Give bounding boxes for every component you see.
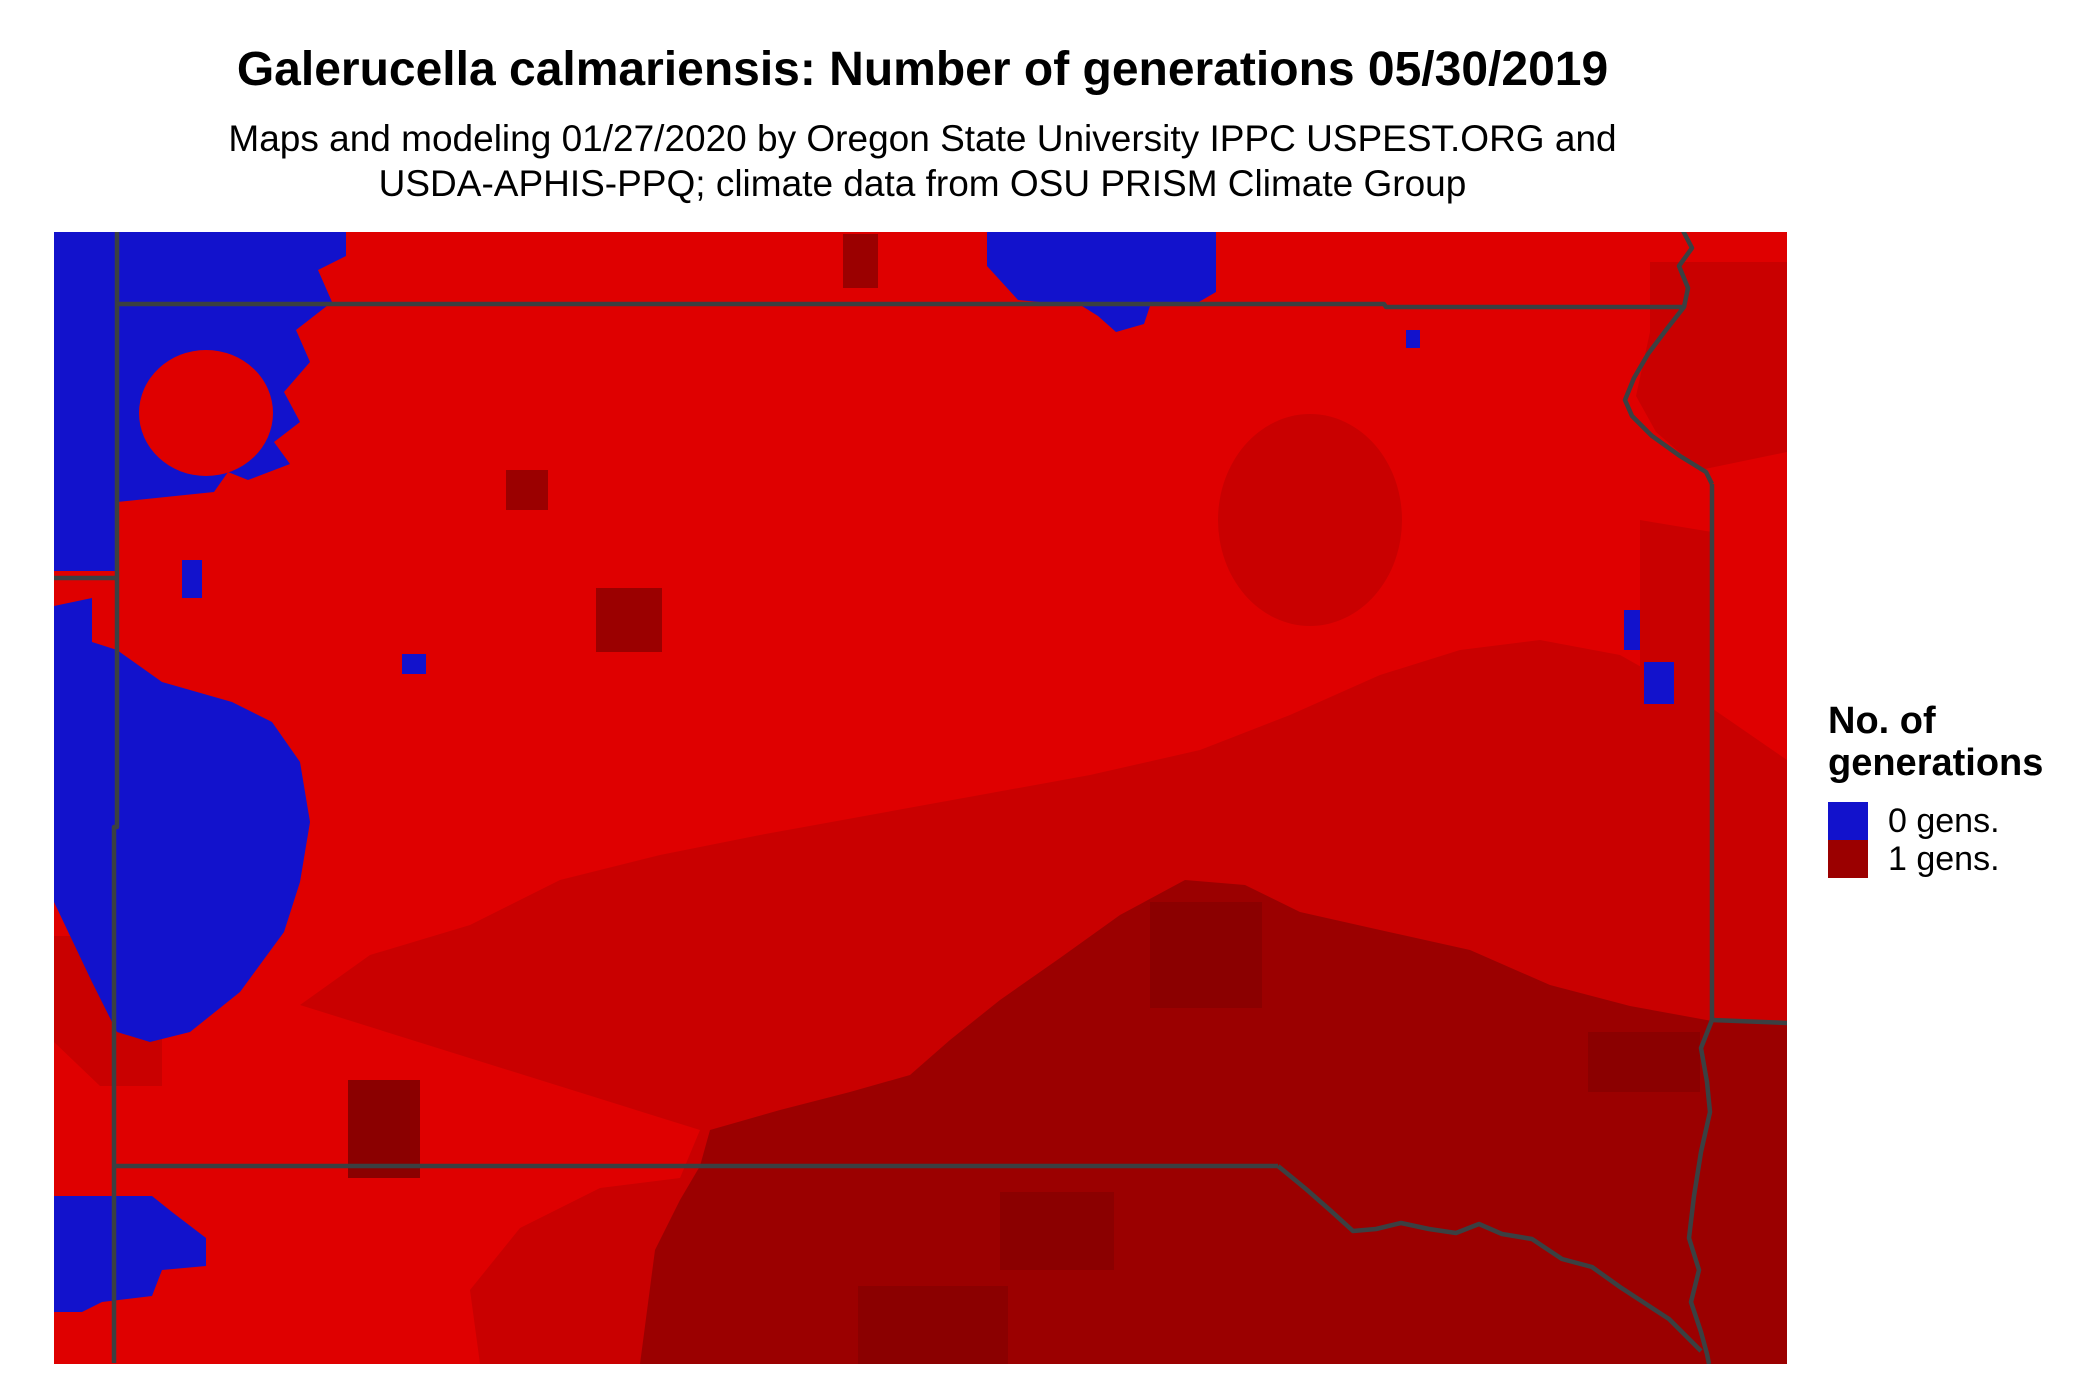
- blue-dot-east-1: [1406, 330, 1420, 348]
- legend-items: 0 gens. 1 gens.: [1828, 802, 2098, 878]
- blue-region-north-center: [987, 232, 1216, 332]
- border-big-sioux-river: [1686, 1019, 1715, 1364]
- dark-patch-north-1: [843, 234, 878, 288]
- darkest-patch-5: [1150, 902, 1262, 1008]
- blue-region-southwest: [54, 1196, 206, 1312]
- border-mn-ia-jog: [1711, 1017, 1787, 1026]
- dark-mass-south: [640, 880, 1787, 1364]
- darkest-patch-2: [858, 1286, 1008, 1364]
- legend-title-line-1: No. of: [1828, 700, 1936, 742]
- border-missouri-river: [1276, 1164, 1703, 1353]
- legend-label-0-gens: 0 gens.: [1888, 801, 2000, 840]
- border-north-nd-sd: [117, 301, 1684, 310]
- map-canvas: [54, 232, 1787, 1364]
- map-region: [54, 232, 1787, 1364]
- legend: No. of generations 0 gens. 1 gens.: [1828, 700, 2098, 878]
- blue-dot-east-2: [1624, 610, 1640, 650]
- subtitle-line-2: USDA-APHIS-PPQ; climate data from OSU PR…: [378, 163, 1467, 204]
- mid-blob-east-central: [1218, 414, 1402, 626]
- dark-patch-center-1: [596, 588, 662, 652]
- border-red-river-northeast: [1622, 232, 1715, 486]
- page-title: Galerucella calmariensis: Number of gene…: [236, 43, 1609, 96]
- legend-item-1-gens: 1 gens.: [1828, 840, 2098, 878]
- border-west-vertical-104w: [111, 232, 120, 1363]
- legend-label-1-gens: 1 gens.: [1888, 839, 2000, 878]
- blue-dot-west-1: [182, 560, 202, 598]
- darkest-patch-3: [348, 1080, 420, 1178]
- blue-dot-west-2: [402, 654, 426, 674]
- red-hole-in-northwest-blue: [139, 350, 273, 476]
- legend-title-line-2: generations: [1828, 742, 2044, 784]
- legend-swatch-0-gens: [1828, 802, 1868, 840]
- blue-dot-east-3: [1644, 662, 1674, 704]
- dark-patch-center-2: [506, 470, 548, 510]
- darkest-patch-1: [1000, 1192, 1114, 1270]
- legend-swatch-1-gens: [1828, 840, 1868, 878]
- legend-item-0-gens: 0 gens.: [1828, 802, 2098, 840]
- darkest-patch-4: [1588, 1032, 1700, 1092]
- subtitle-line-1: Maps and modeling 01/27/2020 by Oregon S…: [228, 118, 1617, 159]
- legend-title: No. of generations: [1828, 700, 2098, 784]
- mid-band-northeast-edge: [1636, 262, 1787, 470]
